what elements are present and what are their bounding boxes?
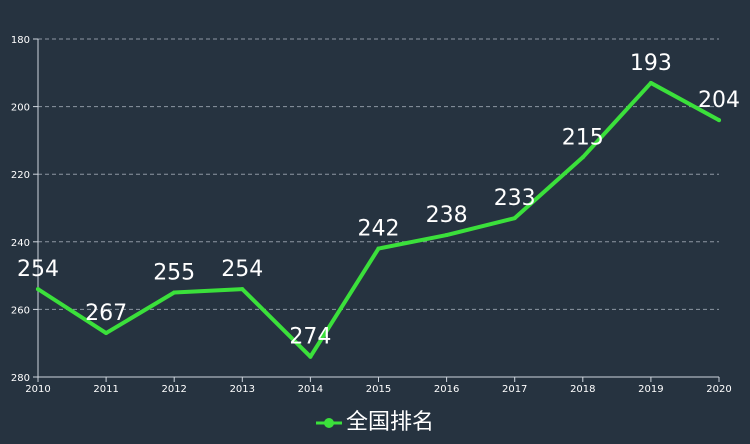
y-tick-label: 260 bbox=[11, 305, 30, 316]
legend[interactable]: 全国排名 bbox=[0, 406, 750, 440]
data-label: 242 bbox=[358, 217, 400, 242]
x-tick-label: 2012 bbox=[161, 384, 186, 395]
data-point bbox=[308, 354, 313, 359]
x-tick-label: 2010 bbox=[25, 384, 50, 395]
data-point bbox=[36, 287, 40, 292]
x-tick-label: 2017 bbox=[502, 384, 527, 395]
data-point bbox=[240, 287, 245, 292]
data-point bbox=[376, 246, 381, 251]
data-point bbox=[717, 118, 721, 123]
x-tick-label: 2019 bbox=[638, 384, 663, 395]
y-tick-label: 280 bbox=[11, 373, 30, 384]
data-point bbox=[512, 216, 517, 221]
x-tick-label: 2011 bbox=[93, 384, 118, 395]
y-tick-label: 200 bbox=[11, 103, 30, 114]
data-point bbox=[444, 233, 449, 238]
legend-label: 全国排名 bbox=[345, 410, 434, 435]
data-label: 274 bbox=[289, 325, 331, 350]
legend-line-icon bbox=[315, 418, 342, 428]
data-label: 215 bbox=[562, 125, 604, 150]
data-point bbox=[648, 80, 653, 85]
data-label: 193 bbox=[630, 51, 672, 76]
data-label: 254 bbox=[17, 257, 59, 282]
y-tick-label: 180 bbox=[11, 35, 30, 46]
data-label: 254 bbox=[221, 257, 263, 282]
data-label: 238 bbox=[426, 203, 468, 228]
y-tick-label: 220 bbox=[11, 170, 30, 181]
data-label: 233 bbox=[494, 186, 536, 211]
data-point bbox=[580, 155, 585, 160]
x-tick-label: 2018 bbox=[570, 384, 595, 395]
x-tick-label: 2013 bbox=[230, 384, 255, 395]
x-tick-label: 2014 bbox=[298, 384, 323, 395]
data-label: 204 bbox=[698, 88, 740, 113]
x-tick-label: 2015 bbox=[366, 384, 391, 395]
data-point bbox=[104, 331, 109, 336]
y-tick-label: 240 bbox=[11, 238, 30, 249]
x-tick-label: 2016 bbox=[434, 384, 459, 395]
data-point bbox=[172, 290, 177, 295]
data-label: 255 bbox=[153, 261, 195, 286]
data-label: 267 bbox=[85, 301, 127, 326]
x-tick-label: 2020 bbox=[706, 384, 731, 395]
